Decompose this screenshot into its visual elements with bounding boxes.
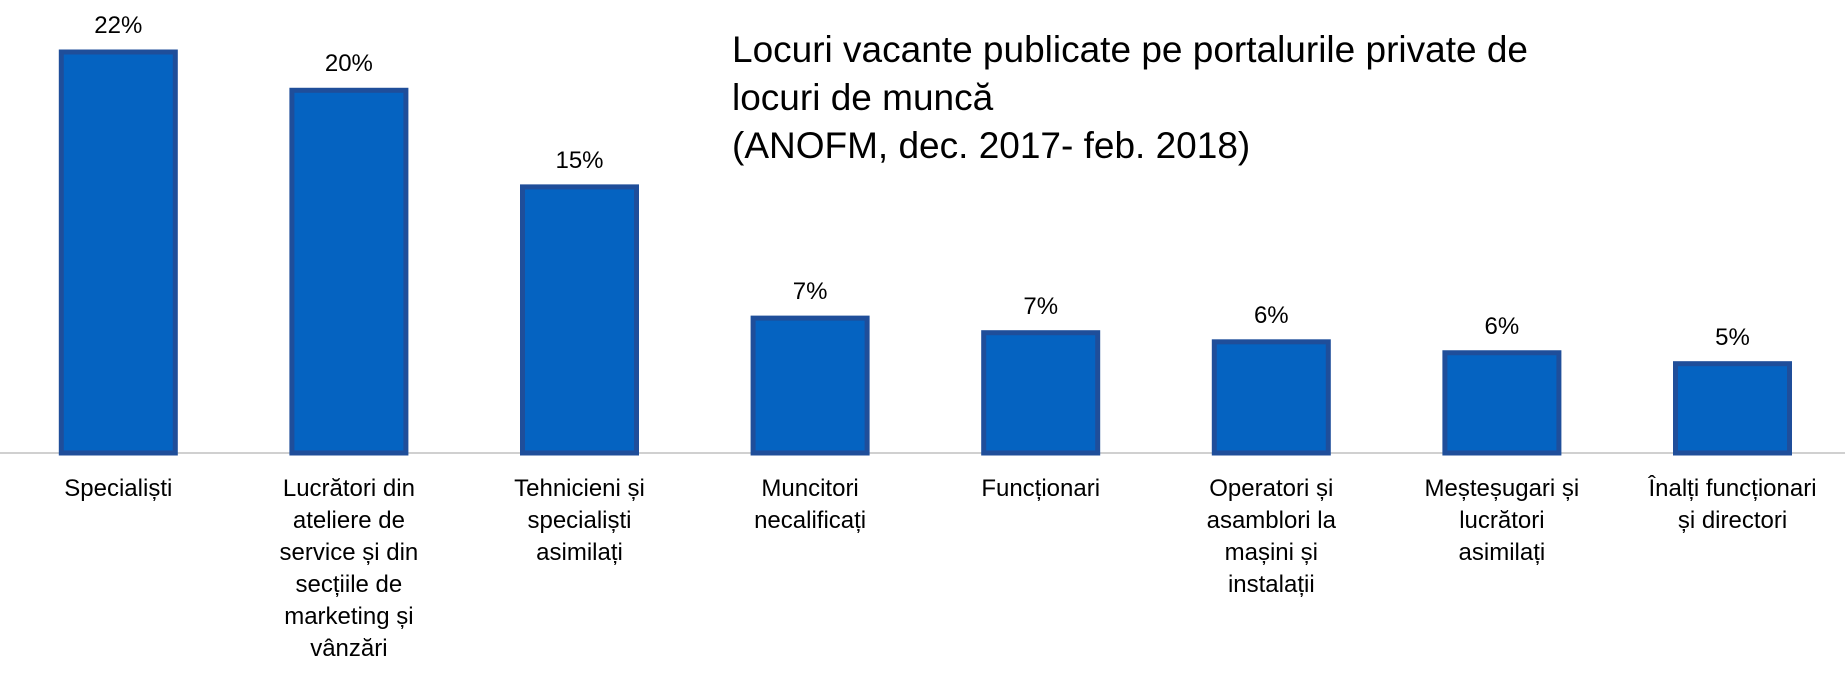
value-label: 6% <box>1484 312 1520 340</box>
x-tick-label: Meșteșugari și lucrători asimilați <box>1424 475 1580 566</box>
x-tick-label: Muncitori necalificați <box>754 475 867 534</box>
x-tick-label: Înalți funcționari și directori <box>1648 475 1817 534</box>
x-tick-label: Specialiști <box>64 475 173 502</box>
value-label: 5% <box>1715 323 1750 351</box>
x-tick-label: Lucrători din ateliere de service și din… <box>279 475 419 662</box>
value-label: 7% <box>792 278 828 306</box>
bar <box>1211 339 1331 456</box>
value-label: 7% <box>1023 292 1059 320</box>
bar <box>289 87 409 456</box>
x-tick-label: Operatori și asamblori la mașini și inst… <box>1206 475 1336 598</box>
bar <box>981 330 1101 456</box>
value-label: 22% <box>94 12 143 39</box>
bar <box>520 184 639 456</box>
value-label: 20% <box>324 50 373 78</box>
bar <box>58 49 178 456</box>
x-tick-label: Tehnicieni și specialiști asimilați <box>514 475 645 566</box>
chart-title: Locuri vacante publicate pe portalurile … <box>732 29 1528 166</box>
bar <box>1673 361 1792 456</box>
value-label: 6% <box>1253 301 1289 329</box>
x-tick-label: Funcționari <box>981 475 1101 502</box>
bar <box>1442 350 1562 456</box>
value-label: 15% <box>555 146 604 174</box>
bar <box>750 315 870 456</box>
